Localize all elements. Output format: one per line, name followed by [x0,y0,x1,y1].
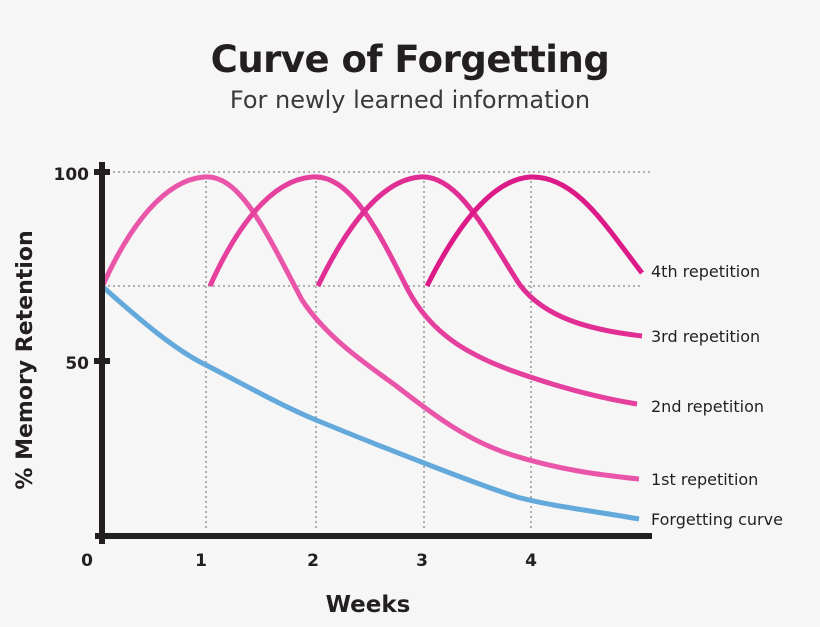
axes [94,162,652,544]
x-tick-label-2: 2 [307,551,319,571]
legend-4th-repetition: 4th repetition [651,262,760,281]
y-tick-50-mark [94,358,110,364]
legend-3rd-repetition: 3rd repetition [651,327,760,346]
legend-2nd-repetition: 2nd repetition [651,397,764,416]
series-1st-repetition [100,174,640,482]
y-axis-label: % Memory Retention [13,230,38,489]
series-4th-repetition [424,174,644,288]
y-tick-100-mark [94,169,110,175]
x-tick-label-4: 4 [525,551,537,571]
grid-lines [108,171,650,528]
series-3rd-repetition [315,174,643,339]
x-axis [95,533,652,539]
series-forgetting-curve [101,285,640,522]
x-axis-label: Weeks [326,592,411,618]
series-2nd-repetition [207,174,638,407]
y-axis [99,162,105,544]
x-tick-label-0: 0 [81,551,93,571]
legend-forgetting-curve: Forgetting curve [651,510,783,529]
x-tick-label-3: 3 [416,551,428,571]
legend-1st-repetition: 1st repetition [651,470,758,489]
y-tick-label-100: 100 [54,165,90,185]
chart-title: Curve of Forgetting [210,38,610,81]
chart-subtitle: For newly learned information [229,86,591,114]
x-tick-label-1: 1 [195,551,207,571]
y-tick-label-50: 50 [65,354,89,374]
